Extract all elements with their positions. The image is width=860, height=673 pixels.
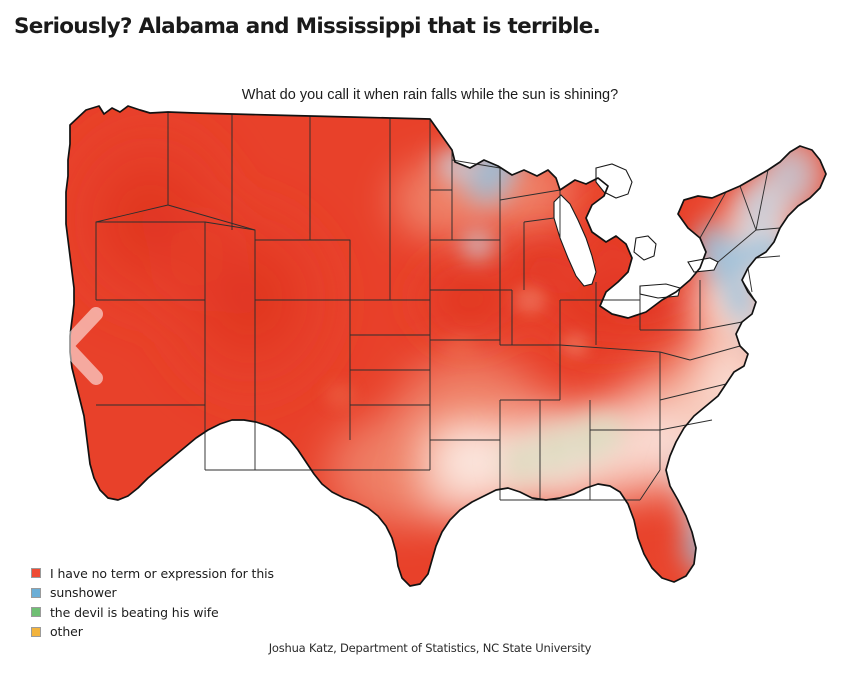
attribution-text: Joshua Katz, Department of Statistics, N… [268, 641, 592, 655]
legend-item[interactable]: I have no term or expression for this [31, 565, 274, 581]
lake-erie [639, 283, 681, 299]
legend-label: I have no term or expression for this [50, 565, 274, 581]
legend-item[interactable]: the devil is beating his wife [31, 604, 274, 620]
survey-question: What do you call it when rain falls whil… [241, 87, 619, 103]
legend-label: sunshower [50, 585, 117, 600]
lake-huron [633, 235, 657, 261]
legend-swatch-other [31, 626, 41, 637]
legend-label: other [50, 624, 83, 639]
legend-swatch-sunshower [31, 587, 41, 598]
great-lakes [553, 163, 719, 299]
legend-swatch-no-term [31, 568, 41, 578]
lake-michigan [553, 194, 597, 287]
legend-item[interactable]: sunshower [31, 585, 274, 600]
lake-superior [595, 163, 633, 199]
lake-ontario [687, 257, 719, 273]
us-national-outline [65, 105, 827, 587]
legend-swatch-devil [31, 607, 41, 617]
map-legend: I have no term or expression for this su… [31, 566, 274, 639]
page-title: Seriously? Alabama and Mississippi that … [14, 14, 601, 39]
state-boundaries [95, 112, 801, 501]
legend-label: the devil is beating his wife [50, 604, 219, 620]
legend-item[interactable]: other [31, 624, 274, 639]
